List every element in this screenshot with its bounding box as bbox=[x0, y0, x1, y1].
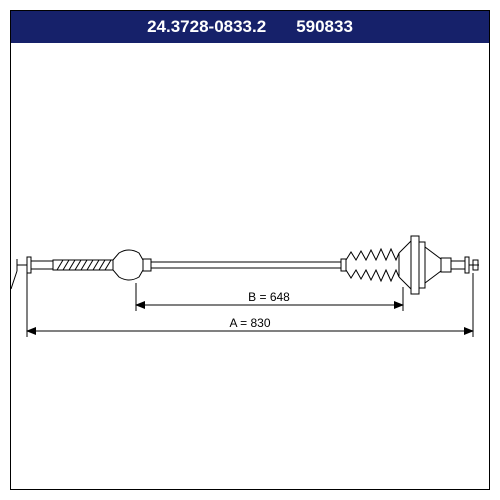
part-number: 24.3728-0833.2 bbox=[147, 17, 266, 37]
cable-sheath bbox=[151, 262, 341, 268]
left-end-fitting bbox=[11, 257, 53, 289]
cable-diagram: B = 648 A = 830 bbox=[11, 43, 489, 489]
header-bar: 24.3728-0833.2 590833 bbox=[11, 11, 489, 43]
dimension-b-label: B = 648 bbox=[248, 290, 290, 304]
diagram-area: B = 648 A = 830 bbox=[11, 43, 489, 489]
dimension-a-label: A = 830 bbox=[229, 316, 270, 330]
adjuster-bulb bbox=[113, 250, 151, 280]
right-end-fitting bbox=[451, 257, 479, 273]
firewall-flange bbox=[399, 236, 451, 294]
dimension-b: B = 648 bbox=[136, 290, 403, 305]
dimension-a: A = 830 bbox=[27, 316, 473, 331]
bellows-boot bbox=[341, 249, 399, 281]
outer-frame: 24.3728-0833.2 590833 bbox=[10, 10, 490, 490]
part-code: 590833 bbox=[296, 17, 353, 37]
threaded-sleeve bbox=[53, 260, 113, 270]
